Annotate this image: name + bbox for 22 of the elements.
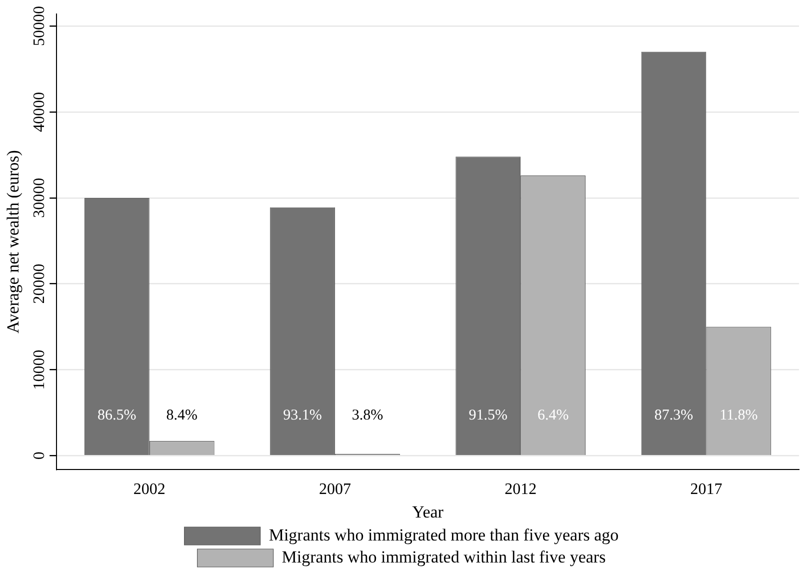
annotation: 93.1% bbox=[283, 408, 322, 424]
x-tick-label: 2007 bbox=[319, 481, 351, 498]
annotation: 86.5% bbox=[98, 408, 136, 424]
y-tick-label: 0 bbox=[30, 452, 48, 460]
annotation: 87.3% bbox=[654, 408, 694, 424]
y-axis-title: Average net wealth (euros) bbox=[4, 150, 23, 334]
x-axis-title: Year bbox=[412, 502, 444, 522]
legend-label: Migrants who immigrated more than five years ago bbox=[268, 525, 619, 544]
annotation: 6.4% bbox=[537, 408, 569, 424]
annotation: 8.4% bbox=[166, 408, 198, 424]
annotation: 3.8% bbox=[352, 408, 384, 424]
x-tick-label: 2002 bbox=[133, 481, 166, 498]
x-tick-label: 2017 bbox=[690, 481, 722, 498]
y-tick-label: 20000 bbox=[30, 264, 48, 304]
y-tick-label: 40000 bbox=[30, 92, 48, 132]
y-tick-label: 10000 bbox=[30, 350, 48, 390]
annotation: 91.5% bbox=[468, 408, 508, 424]
x-tick-label: 2012 bbox=[504, 481, 537, 498]
legend-label: Migrants who immigrated within last five years bbox=[282, 547, 606, 566]
y-tick-label: 50000 bbox=[30, 6, 48, 46]
y-tick-label: 30000 bbox=[30, 178, 48, 218]
annotation: 11.8% bbox=[720, 408, 758, 424]
